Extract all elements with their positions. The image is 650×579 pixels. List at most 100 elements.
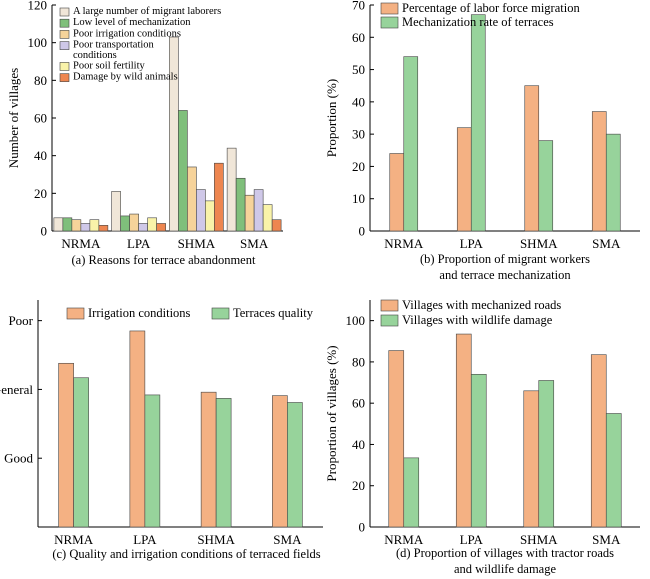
bar (403, 56, 419, 232)
y-tick-label: Good (4, 451, 33, 466)
y-tick-label: 40 (352, 437, 365, 452)
legend-swatch (66, 307, 85, 320)
y-tick-label: Poor (8, 313, 33, 328)
x-tick-label: SHMA (520, 236, 558, 251)
bar (287, 402, 303, 528)
legend-label: Low level of mechanization (73, 17, 191, 28)
bar (156, 223, 166, 232)
bar (590, 354, 607, 528)
y-tick-label: 0 (359, 520, 366, 535)
bar (144, 394, 161, 528)
x-tick-label: LPA (127, 236, 151, 251)
bar (80, 223, 91, 232)
bar (98, 225, 109, 232)
legend-label: Poor irrigation conditions (73, 28, 181, 39)
bar (120, 215, 130, 232)
x-tick-label: SMA (240, 236, 269, 251)
bar (455, 333, 472, 528)
legend-label: Terraces quality (233, 306, 314, 320)
bar (53, 217, 64, 232)
y-tick-label: 80 (34, 73, 47, 88)
y-tick-label: 20 (352, 478, 365, 493)
chart-panel-a: 0 20 40 60 80 100 120 Number of villages NRMA LPA… (6, 0, 283, 267)
legend-label: Villages with mechanized roads (402, 298, 561, 312)
x-tick-label: NRMA (384, 532, 424, 547)
bar (403, 457, 420, 528)
bar (253, 189, 264, 232)
bar (215, 398, 232, 528)
bar (129, 213, 139, 232)
x-tick-label: NRMA (54, 532, 94, 547)
bar (605, 133, 621, 232)
legend-swatch (380, 2, 399, 15)
y-tick-label: 50 (352, 62, 365, 77)
x-tick-label: SHMA (197, 532, 235, 547)
x-tick-label: LPA (460, 236, 484, 251)
x-tick-label: LPA (133, 532, 157, 547)
legend-label: Poor soil fertility (73, 60, 145, 71)
bar (129, 330, 146, 528)
y-axis-label: Number of villages (6, 68, 21, 168)
bar (538, 140, 554, 232)
legend-swatch (380, 299, 399, 312)
y-tick-label: 60 (352, 396, 365, 411)
bar (73, 377, 89, 528)
chart-caption: (b) Proportion of migrant workers (420, 252, 590, 266)
bar (244, 194, 255, 232)
y-tick-label: General (0, 382, 33, 397)
y-tick-label: 40 (34, 148, 47, 163)
y-axis-label: Proportion (%) (324, 79, 339, 157)
bar (62, 217, 73, 232)
y-tick-label: 30 (352, 127, 365, 142)
legend-swatch (59, 41, 70, 50)
x-tick-label: SMA (592, 236, 621, 251)
bar (196, 189, 206, 232)
x-tick-label: SHMA (178, 236, 216, 251)
y-tick-label: 20 (352, 159, 365, 174)
chart-caption: and terrace mechanization (439, 268, 571, 282)
chart-panel-c: Good General Poor NRMA LPA SHMA SMA Irrigation … (0, 300, 323, 561)
y-tick-label: 60 (352, 30, 365, 45)
bar (200, 391, 217, 528)
bar (226, 147, 237, 232)
chart-panel-d: 0 20 40 60 80 100 Proportion of villages (%) NR… (324, 298, 640, 576)
bar (71, 219, 82, 232)
x-tick-label: LPA (460, 532, 484, 547)
x-tick-label: NRMA (384, 236, 424, 251)
x-tick-label: NRMA (61, 236, 101, 251)
legend-swatch (59, 73, 70, 82)
bar (456, 127, 472, 232)
y-tick-label: 80 (352, 354, 365, 369)
y-tick-label: 120 (28, 0, 48, 13)
y-tick-label: 40 (352, 94, 365, 109)
y-tick-label: 100 (346, 313, 366, 328)
y-tick-label: 20 (34, 186, 47, 201)
x-tick-label: SHMA (520, 532, 558, 547)
bar (523, 390, 540, 528)
bar (470, 373, 487, 528)
y-tick-label: 10 (352, 191, 365, 206)
bar (169, 36, 179, 232)
legend-label: Poor transportation (73, 40, 155, 51)
y-tick-label: 100 (28, 35, 48, 50)
chart-panel-b: 0 10 20 30 40 50 60 70 Proportion (%) NRMA LPA SHMA… (324, 0, 640, 282)
bar (271, 219, 282, 232)
bar (605, 413, 622, 528)
legend-label: Villages with wildlife damage (402, 313, 553, 327)
legend-label: Mechanization rate of terraces (402, 15, 554, 29)
y-tick-label: 60 (34, 111, 47, 126)
legend-label: conditions (73, 50, 117, 61)
bar (470, 14, 486, 232)
bar (187, 166, 197, 232)
bar (214, 162, 224, 232)
y-tick-label: 0 (359, 224, 366, 239)
x-tick-label: SMA (592, 532, 621, 547)
chart-caption: and wildlife damage (454, 562, 556, 576)
bar (111, 191, 121, 232)
bar (538, 380, 555, 528)
bar (262, 204, 273, 232)
legend-label: A large number of migrant laborers (73, 6, 221, 17)
legend-swatch (380, 16, 399, 29)
legend-swatch (211, 307, 230, 320)
